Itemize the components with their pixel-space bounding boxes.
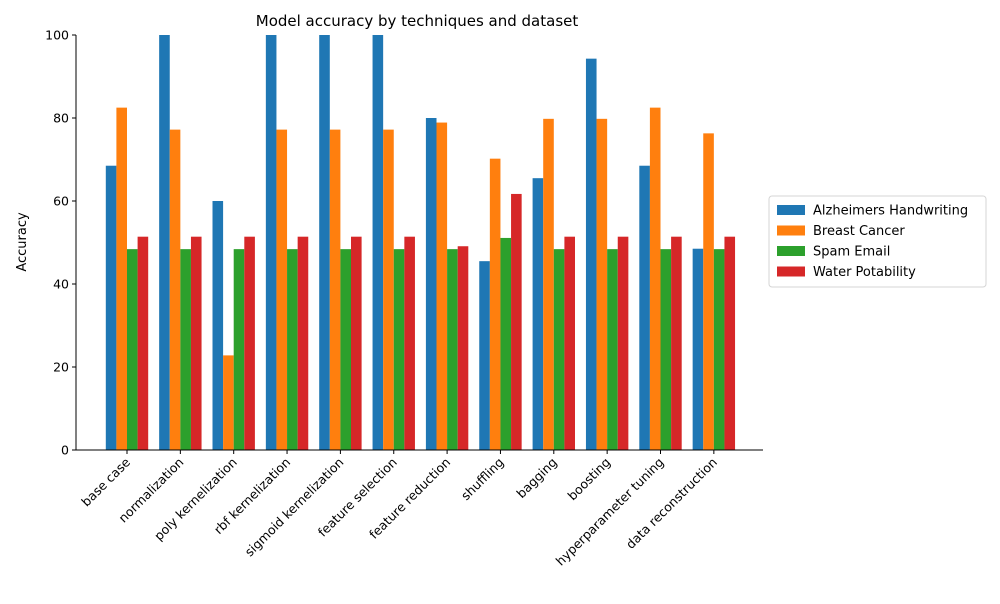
- bar-breast-cancer-10: [649, 107, 661, 451]
- legend-swatch: [777, 225, 805, 236]
- legend-label: Alzheimers Handwriting: [813, 204, 968, 219]
- x-tick-label: base case: [78, 454, 133, 509]
- bar-water-potability-10: [671, 236, 682, 450]
- bar-breast-cancer-5: [383, 129, 394, 450]
- bar-breast-cancer-0: [116, 107, 127, 451]
- bar-alzheimers-handwriting-2: [212, 201, 224, 450]
- bar-breast-cancer-1: [169, 129, 181, 450]
- bar-spam-email-8: [553, 249, 565, 450]
- bar-spam-email-7: [500, 237, 512, 450]
- bar-alzheimers-handwriting-4: [319, 35, 330, 450]
- bar-alzheimers-handwriting-6: [425, 118, 437, 450]
- bar-alzheimers-handwriting-10: [639, 165, 650, 450]
- bar-spam-email-2: [233, 249, 245, 450]
- legend-label: Water Potability: [813, 265, 916, 280]
- bar-alzheimers-handwriting-5: [372, 35, 384, 450]
- bar-breast-cancer-4: [329, 129, 341, 450]
- bar-spam-email-9: [607, 249, 618, 450]
- y-tick-label: 0: [61, 443, 69, 458]
- bar-spam-email-5: [393, 249, 405, 450]
- x-tick-label: boosting: [564, 455, 613, 504]
- y-tick-label: 60: [53, 194, 69, 209]
- bar-water-potability-7: [511, 193, 522, 450]
- bar-spam-email-6: [447, 249, 458, 450]
- legend: Alzheimers Handwriting Breast Cancer Spam …: [768, 195, 987, 288]
- bar-spam-email-4: [340, 249, 351, 450]
- bar-water-potability-11: [724, 236, 736, 450]
- bar-water-potability-9: [617, 236, 629, 450]
- x-tick-label: hyperparameter tuning: [553, 455, 667, 569]
- bar-breast-cancer-2: [223, 355, 234, 450]
- bar-water-potability-1: [190, 236, 202, 450]
- bar-water-potability-5: [404, 236, 415, 450]
- bar-breast-cancer-3: [276, 129, 288, 450]
- bar-breast-cancer-7: [489, 158, 501, 451]
- legend-swatch: [777, 246, 805, 256]
- bar-alzheimers-handwriting-7: [479, 261, 490, 450]
- y-tick-label: 20: [53, 360, 69, 375]
- bar-spam-email-1: [180, 249, 191, 450]
- bar-alzheimers-handwriting-9: [585, 58, 597, 450]
- legend-frame: [768, 195, 987, 288]
- bar-breast-cancer-8: [543, 118, 554, 450]
- bar-alzheimers-handwriting-8: [532, 178, 544, 450]
- x-tick-label: sigmoid kernelization: [242, 455, 347, 560]
- bar-spam-email-11: [713, 249, 725, 450]
- y-tick-label: 80: [53, 111, 69, 126]
- bar-water-potability-4: [351, 236, 362, 450]
- x-tick-label: data reconstruction: [623, 455, 720, 552]
- bar-breast-cancer-6: [436, 122, 448, 450]
- legend-swatch: [777, 266, 805, 277]
- y-tick-label: 100: [45, 28, 69, 43]
- bar-spam-email-10: [660, 249, 672, 450]
- chart-title: Model accuracy by techniques and dataset: [256, 12, 579, 30]
- x-tick-label: bagging: [513, 455, 560, 502]
- legend-label: Breast Cancer: [813, 224, 905, 239]
- bar-alzheimers-handwriting-0: [105, 165, 117, 450]
- bar-water-potability-0: [137, 236, 149, 450]
- bar-alzheimers-handwriting-11: [692, 248, 704, 450]
- bar-alzheimers-handwriting-3: [265, 35, 277, 450]
- legend-swatch: [777, 205, 805, 215]
- bar-alzheimers-handwriting-1: [159, 35, 170, 450]
- legend-label: Spam Email: [813, 245, 890, 260]
- x-tick-label: shuffling: [458, 455, 507, 504]
- bar-water-potability-6: [457, 246, 469, 450]
- bar-spam-email-3: [287, 249, 298, 450]
- y-tick-label: 40: [53, 277, 69, 292]
- y-axis-label: Accuracy: [15, 212, 30, 272]
- bar-breast-cancer-9: [596, 118, 608, 450]
- bar-spam-email-0: [127, 249, 138, 450]
- bar-water-potability-3: [297, 236, 309, 450]
- bars-layer: [105, 35, 736, 451]
- bar-water-potability-2: [244, 236, 255, 450]
- bar-breast-cancer-11: [703, 133, 714, 451]
- bar-water-potability-8: [564, 236, 575, 450]
